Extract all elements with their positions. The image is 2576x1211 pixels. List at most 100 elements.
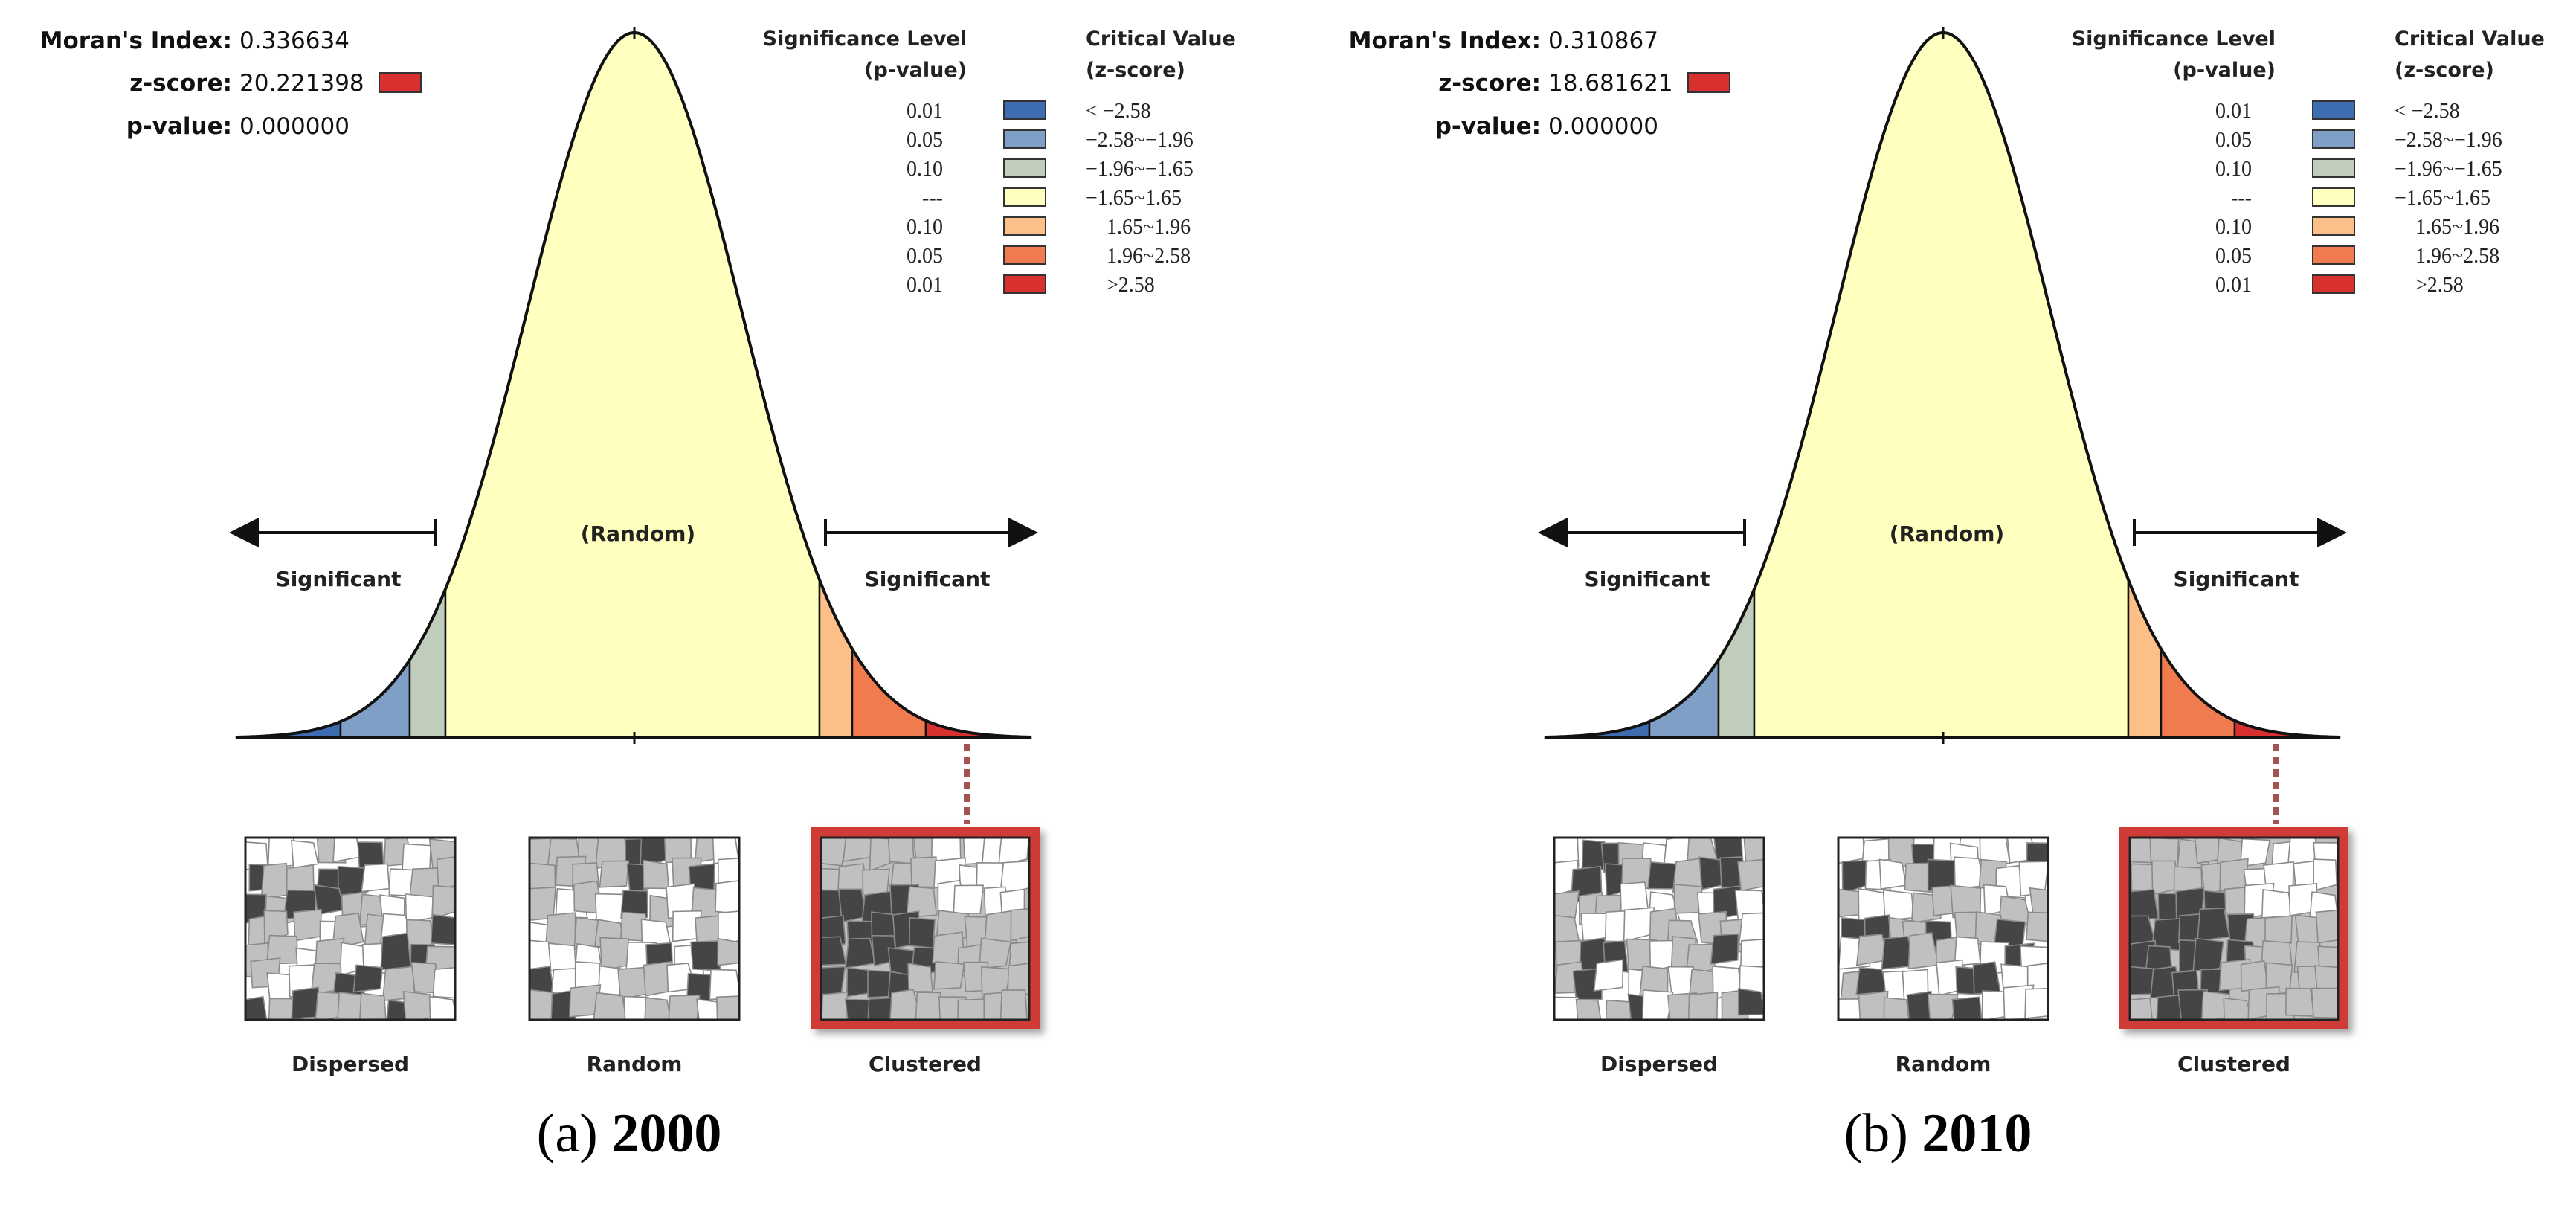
legend-swatch xyxy=(2312,158,2355,178)
pattern-maps: Dispersed Random Clustered xyxy=(244,827,1040,1076)
z-score-label: z-score: xyxy=(1438,70,1541,97)
band-z-1-96-to-2-58 xyxy=(851,645,927,739)
random-region-label: (Random) xyxy=(581,521,695,546)
morans-index-label: Moran's Index: xyxy=(1349,28,1541,54)
legend-row: 0.05 −2.58~−1.96 xyxy=(2215,129,2502,152)
legend-sig-subtitle: (p-value) xyxy=(2173,59,2276,82)
stats-block: Moran's Index: 0.310867 z-score: 18.681621 p… xyxy=(1349,28,1730,140)
legend-z-range: −1.65~1.65 xyxy=(1086,187,1182,210)
legend-p-value: 0.10 xyxy=(2215,158,2252,181)
legend-swatch xyxy=(2312,216,2355,236)
legend-row: 0.05 1.96~2.58 xyxy=(907,245,1191,268)
morans-index-label: Moran's Index: xyxy=(40,28,232,54)
panel-caption: (b) 2010 xyxy=(1844,1103,2032,1164)
legend-row: 0.05 −2.58~−1.96 xyxy=(907,129,1194,152)
morans-index-value: 0.310867 xyxy=(1548,28,1658,54)
legend-crit-title: Critical Value xyxy=(1086,28,1236,51)
legend-p-value: 0.01 xyxy=(2215,100,2252,123)
legend-swatch xyxy=(1003,245,1046,265)
caption-letter: (b) xyxy=(1844,1103,1908,1164)
map-label-clustered: Clustered xyxy=(869,1052,982,1076)
legend-p-value: 0.05 xyxy=(907,245,943,268)
legend-p-value: 0.01 xyxy=(2215,274,2252,297)
legend-row: 0.01 >2.58 xyxy=(907,274,1155,297)
legend-z-range: −1.96~−1.65 xyxy=(2395,158,2502,181)
legend-row: 0.01 >2.58 xyxy=(2215,274,2464,297)
legend-z-range: 1.96~2.58 xyxy=(2415,245,2499,268)
significance-legend: Significance Level (p-value) Critical Valu… xyxy=(763,28,1236,297)
map-clustered-1 xyxy=(2128,836,2340,1021)
legend-sig-title: Significance Level xyxy=(763,28,967,51)
legend-p-value: 0.01 xyxy=(907,100,943,123)
legend-row: --- −1.65~1.65 xyxy=(922,187,1182,210)
legend-row: --- −1.65~1.65 xyxy=(2231,187,2490,210)
legend-p-value: 0.05 xyxy=(907,129,943,152)
legend-z-range: −1.65~1.65 xyxy=(2395,187,2490,210)
legend-row: 0.05 1.96~2.58 xyxy=(2215,245,2499,268)
band-random xyxy=(444,31,821,739)
legend-swatch xyxy=(2312,187,2355,207)
legend-z-range: 1.65~1.96 xyxy=(2415,216,2499,239)
map-clustered-0 xyxy=(820,836,1031,1021)
caption-year: 2010 xyxy=(1908,1103,2032,1164)
legend-swatch xyxy=(1003,129,1046,149)
legend-row: 0.10 −1.96~−1.65 xyxy=(2215,158,2502,181)
legend-swatch xyxy=(2312,100,2355,120)
band-z-1-65-to-1-96 xyxy=(2127,579,2163,739)
legend-p-value: --- xyxy=(2231,187,2252,210)
legend-p-value: 0.10 xyxy=(907,158,943,181)
legend-crit-subtitle: (z-score) xyxy=(2395,59,2494,82)
legend-p-value: --- xyxy=(922,187,943,210)
caption-letter: (a) xyxy=(537,1103,598,1164)
band-random xyxy=(1753,31,2130,739)
normal-curve: (Random) Significant Significant xyxy=(1538,27,2347,744)
left-significant-label: Significant xyxy=(1585,567,1710,591)
legend-z-range: >2.58 xyxy=(1107,274,1155,297)
band-z-neg1-96-to-neg1-65 xyxy=(1717,588,1756,739)
significance-legend: Significance Level (p-value) Critical Valu… xyxy=(2072,28,2545,297)
legend-p-value: 0.10 xyxy=(2215,216,2252,239)
map-random-1 xyxy=(1837,836,2049,1021)
legend-z-range: 1.96~2.58 xyxy=(1107,245,1191,268)
random-region-label: (Random) xyxy=(1890,521,2004,546)
legend-swatch xyxy=(1003,274,1046,294)
legend-p-value: 0.05 xyxy=(2215,245,2252,268)
normal-curve: (Random) Significant Significant xyxy=(229,27,1038,744)
legend-z-range: −1.96~−1.65 xyxy=(1086,158,1194,181)
legend-swatch xyxy=(2312,245,2355,265)
map-dispersed-1 xyxy=(1553,836,1765,1021)
p-value-value: 0.000000 xyxy=(1548,113,1658,140)
band-z-1-65-to-1-96 xyxy=(818,579,854,739)
legend-row: 0.10 −1.96~−1.65 xyxy=(907,158,1194,181)
legend-z-range: < −2.58 xyxy=(1086,100,1151,123)
stats-block: Moran's Index: 0.336634 z-score: 20.221398 p… xyxy=(40,28,422,140)
panel-caption: (a) 2000 xyxy=(537,1103,722,1164)
legend-row: 0.10 1.65~1.96 xyxy=(907,216,1191,239)
right-significant-label: Significant xyxy=(2174,567,2299,591)
map-label-clustered: Clustered xyxy=(2177,1052,2290,1076)
legend-crit-title: Critical Value xyxy=(2395,28,2545,51)
legend-crit-subtitle: (z-score) xyxy=(1086,59,1185,82)
legend-sig-subtitle: (p-value) xyxy=(864,59,967,82)
z-score-value: 20.221398 xyxy=(239,70,364,97)
legend-p-value: 0.01 xyxy=(907,274,943,297)
left-significant-label: Significant xyxy=(276,567,402,591)
band-z-neg1-96-to-neg1-65 xyxy=(408,588,447,739)
map-random-0 xyxy=(528,836,741,1021)
legend-z-range: 1.65~1.96 xyxy=(1107,216,1191,239)
p-value-label: p-value: xyxy=(1435,113,1541,140)
map-label-dispersed: Dispersed xyxy=(292,1052,409,1076)
map-label-dispersed: Dispersed xyxy=(1600,1052,1718,1076)
pattern-maps: Dispersed Random Clustered xyxy=(1553,827,2348,1076)
legend-swatch xyxy=(1003,216,1046,236)
legend-row: 0.01 < −2.58 xyxy=(907,100,1151,123)
z-score-label: z-score: xyxy=(129,70,232,97)
morans-index-value: 0.336634 xyxy=(239,28,350,54)
legend-z-range: −2.58~−1.96 xyxy=(2395,129,2502,152)
map-label-random: Random xyxy=(587,1052,683,1076)
legend-z-range: < −2.58 xyxy=(2395,100,2460,123)
legend-z-range: >2.58 xyxy=(2415,274,2464,297)
legend-p-value: 0.10 xyxy=(907,216,943,239)
panel-2000: Moran's Index: 0.336634 z-score: 20.221398 p… xyxy=(40,27,1236,1164)
